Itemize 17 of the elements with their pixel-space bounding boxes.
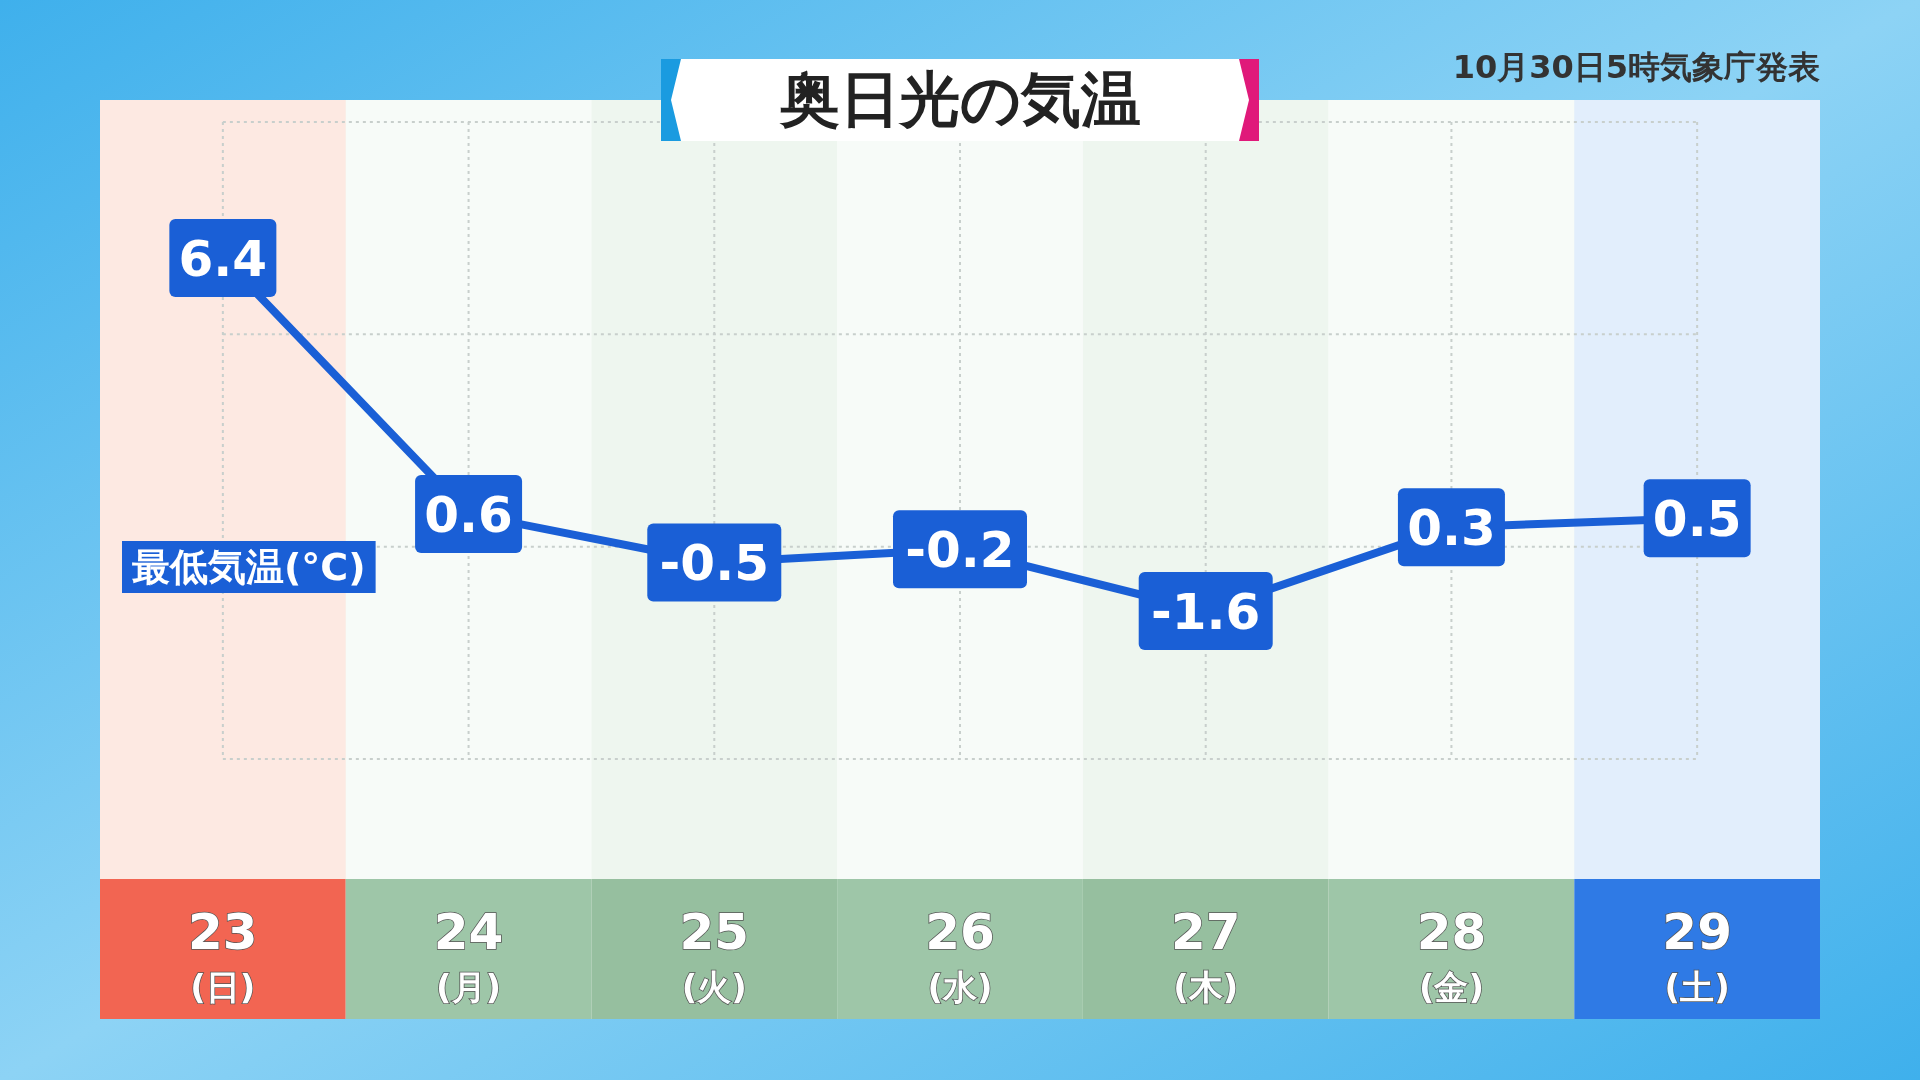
x-tick-label: 28 (金) — [1416, 903, 1487, 1007]
data-label: 0.5 — [1652, 490, 1742, 549]
x-tick-label: 26 (水) — [925, 903, 995, 1007]
x-tick-label: 29 (土) — [1662, 903, 1732, 1007]
data-label: 6.4 — [178, 230, 268, 288]
x-tick-label: 23 (日) — [188, 903, 258, 1007]
x-tick-label: 27 (木) — [1170, 903, 1241, 1007]
data-label: 0.6 — [424, 485, 513, 544]
data-label: -0.5 — [659, 534, 769, 593]
x-tick-label: 24 (月) — [433, 903, 504, 1007]
data-label: -0.2 — [905, 521, 1015, 580]
data-label: 0.3 — [1407, 499, 1496, 558]
text: 10月30日5時気象庁発表 — [1452, 48, 1820, 86]
text: 最低気温(°C) — [132, 545, 366, 589]
x-tick-label: 25 (火) — [679, 903, 750, 1007]
chart-title: 奥日光の気温 — [778, 64, 1141, 134]
data-label: -1.6 — [1151, 583, 1261, 641]
